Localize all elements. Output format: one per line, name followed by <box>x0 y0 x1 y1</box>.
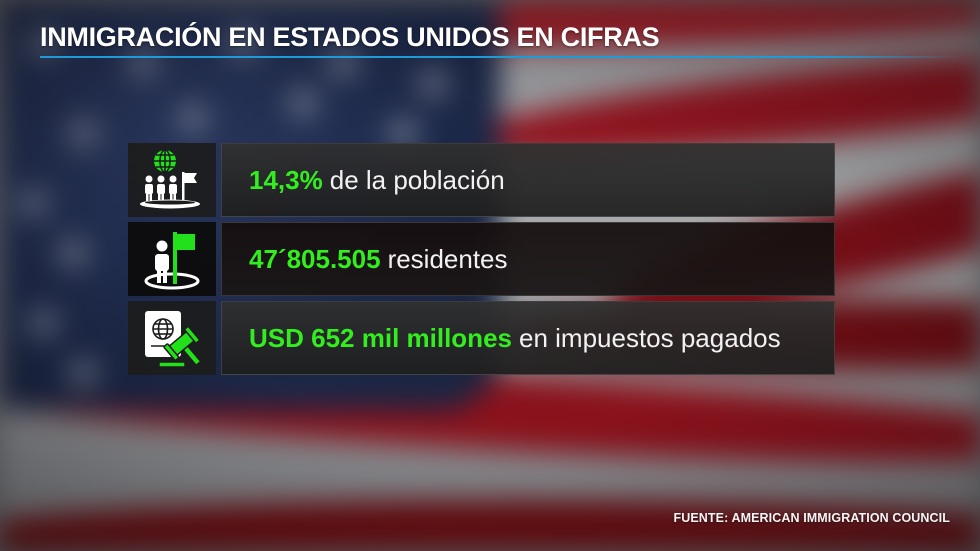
stat-row-residents: 47´805.505 residentes <box>128 222 835 296</box>
stat-value: USD 652 mil millones <box>249 322 512 353</box>
page-title: INMIGRACIÓN EN ESTADOS UNIDOS EN CIFRAS <box>40 22 660 52</box>
passport-gavel-icon <box>145 311 202 368</box>
stat-text-panel: 47´805.505 residentes <box>221 222 835 296</box>
stat-label: en impuestos pagados <box>518 322 781 353</box>
icon-panel <box>128 301 216 375</box>
stat-row-taxes: USD 652 mil millones en impuestos pagado… <box>128 301 835 375</box>
stat-label: de la población <box>329 164 505 195</box>
icon-panel <box>128 143 216 217</box>
globe-people-flag-icon <box>140 149 200 209</box>
title-underline <box>40 56 960 58</box>
stat-row-population-share: 14,3% de la población <box>128 143 835 217</box>
stat-text-panel: 14,3% de la población <box>221 143 835 217</box>
icon-panel <box>128 222 216 296</box>
source-credit: FUENTE: AMERICAN IMMIGRATION COUNCIL <box>673 511 950 525</box>
stat-label: residentes <box>387 243 508 274</box>
stat-text-panel: USD 652 mil millones en impuestos pagado… <box>221 301 835 375</box>
stat-value: 14,3% <box>249 164 323 195</box>
person-flag-location-icon <box>144 232 200 290</box>
stat-value: 47´805.505 <box>249 243 381 274</box>
